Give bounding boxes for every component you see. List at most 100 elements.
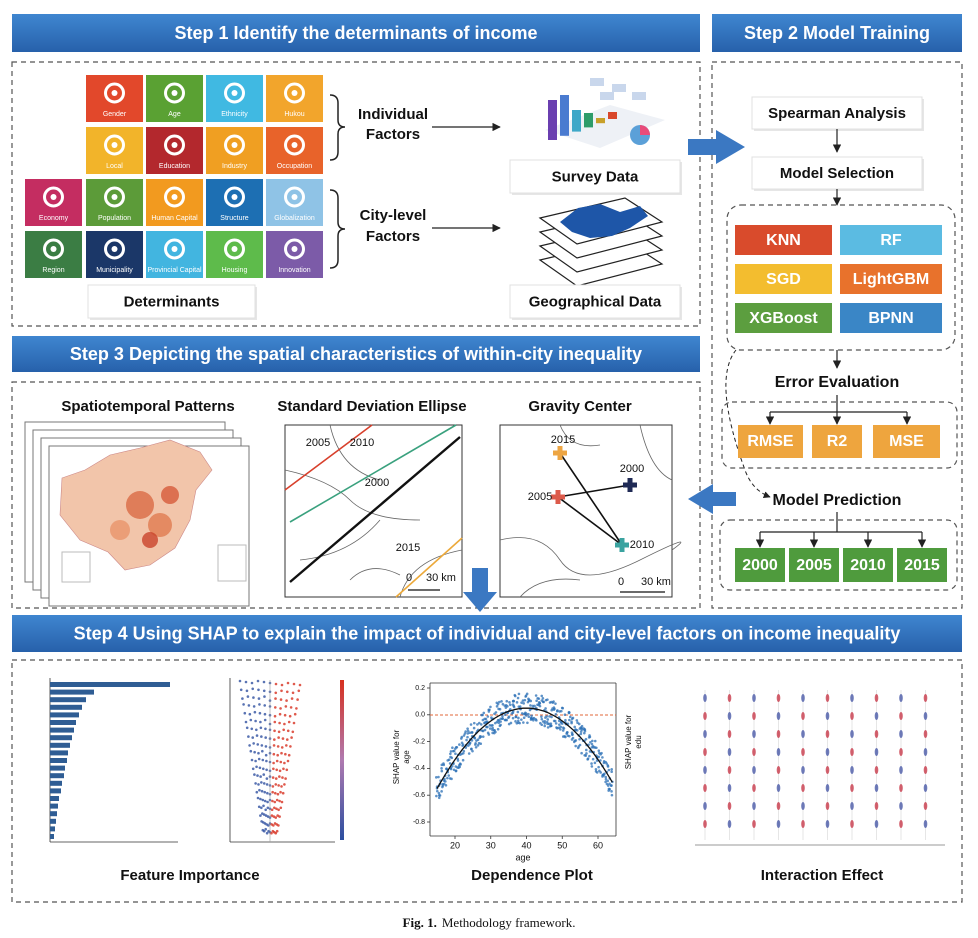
dependence-dot bbox=[591, 757, 595, 761]
shap-dot bbox=[282, 728, 285, 732]
shap-dot bbox=[273, 791, 277, 795]
dependence-dot bbox=[494, 711, 498, 714]
tile-label: Age bbox=[168, 111, 181, 118]
tile-icon bbox=[50, 194, 57, 200]
dependence-dot bbox=[551, 707, 554, 710]
dependence-dot bbox=[511, 716, 515, 720]
interaction-dot bbox=[776, 766, 781, 774]
dependence-dot bbox=[442, 763, 446, 767]
tile-label: Industry bbox=[222, 163, 247, 170]
dependence-dot bbox=[601, 756, 604, 759]
dependence-dot bbox=[454, 769, 458, 773]
dependence-dot bbox=[590, 742, 594, 746]
shap-dot bbox=[259, 726, 263, 730]
y2-axis-label: edu bbox=[634, 735, 643, 748]
shap-dot bbox=[254, 782, 257, 785]
shap-dot bbox=[256, 743, 260, 746]
interaction-dot bbox=[776, 748, 781, 756]
dependence-dot bbox=[444, 780, 447, 783]
model-label: LightGBM bbox=[853, 271, 929, 288]
shap-dot bbox=[273, 706, 277, 709]
dependence-dot bbox=[450, 756, 454, 760]
dependence-dot bbox=[522, 716, 526, 720]
dependence-dot bbox=[461, 743, 465, 746]
tile-icon bbox=[164, 82, 185, 104]
dependence-dot bbox=[437, 796, 441, 800]
tile-icon bbox=[111, 90, 118, 96]
dependence-dot bbox=[592, 746, 595, 749]
shap-dot bbox=[287, 753, 291, 757]
shap-dot bbox=[253, 750, 256, 754]
dependence-dot bbox=[584, 737, 588, 741]
dependence-dot bbox=[500, 700, 503, 703]
panel-title: Dependence Plot bbox=[471, 867, 593, 884]
interaction-dot bbox=[874, 766, 879, 774]
dependence-dot bbox=[604, 780, 607, 784]
shap-dot bbox=[284, 777, 287, 780]
shap-dot bbox=[285, 744, 288, 747]
dependence-dot bbox=[539, 721, 542, 725]
dependence-dot bbox=[597, 765, 600, 769]
shap-dot bbox=[248, 712, 252, 716]
shap-dot bbox=[250, 681, 254, 685]
dependence-dot bbox=[523, 698, 527, 702]
dependence-dot bbox=[476, 744, 480, 747]
dependence-dot bbox=[472, 721, 476, 725]
shap-dot bbox=[277, 808, 280, 812]
gravity-year: 2005 bbox=[528, 491, 552, 503]
interaction-dot bbox=[752, 820, 756, 828]
model-label: BPNN bbox=[868, 310, 913, 327]
map-patch bbox=[142, 532, 158, 548]
dependence-dot bbox=[505, 699, 509, 703]
step-title: Step 1 Identify the determinants of inco… bbox=[174, 23, 537, 43]
shap-dot bbox=[291, 730, 295, 734]
dependence-dot bbox=[461, 758, 465, 762]
tile-icon bbox=[231, 246, 238, 252]
tile-label: Local bbox=[106, 163, 123, 170]
boundary bbox=[329, 424, 381, 481]
dependence-dot bbox=[546, 726, 550, 729]
interaction-dot bbox=[874, 730, 879, 738]
shap-dot bbox=[252, 742, 255, 745]
interaction-dot bbox=[825, 748, 830, 756]
importance-bar bbox=[50, 682, 170, 687]
dependence-dot bbox=[470, 731, 474, 734]
shap-dot bbox=[283, 713, 287, 717]
importance-bar bbox=[50, 712, 79, 718]
dependence-dot bbox=[443, 777, 446, 781]
tile-label: Housing bbox=[222, 267, 248, 274]
gravity-year: 2015 bbox=[551, 434, 575, 446]
dependence-dot bbox=[512, 699, 515, 703]
flow-arrow bbox=[688, 130, 745, 164]
shap-dot bbox=[271, 790, 274, 794]
shap-dot bbox=[252, 705, 256, 708]
dependence-dot bbox=[541, 697, 545, 700]
shap-dot bbox=[286, 729, 290, 733]
shap-dot bbox=[257, 751, 260, 755]
dependence-dot bbox=[580, 751, 583, 755]
interaction-dot bbox=[801, 784, 805, 792]
tile-icon bbox=[43, 186, 64, 208]
tile-label: Ethnicity bbox=[221, 111, 248, 118]
dependence-dot bbox=[499, 720, 502, 723]
panel-title: Standard Deviation Ellipse bbox=[277, 398, 466, 415]
frame bbox=[711, 61, 963, 609]
survey-bar bbox=[548, 100, 557, 140]
dependence-dot bbox=[603, 772, 606, 776]
dependence-dot bbox=[448, 762, 452, 765]
ellipse-line bbox=[395, 537, 463, 598]
dependence-dot bbox=[608, 782, 611, 786]
interaction-dot bbox=[899, 820, 903, 828]
survey-bar bbox=[572, 110, 581, 132]
interaction-dot bbox=[727, 730, 732, 738]
map-patch bbox=[126, 491, 154, 519]
shap-dot bbox=[262, 782, 266, 785]
metric-label: MSE bbox=[889, 433, 924, 450]
interaction-dot bbox=[801, 730, 805, 738]
interaction-dot bbox=[923, 766, 928, 774]
survey-cloud bbox=[612, 84, 626, 92]
model-label: SGD bbox=[766, 271, 801, 288]
interaction-dot bbox=[850, 784, 854, 792]
shap-dot bbox=[264, 736, 267, 739]
ellipse-year: 2015 bbox=[396, 542, 420, 554]
